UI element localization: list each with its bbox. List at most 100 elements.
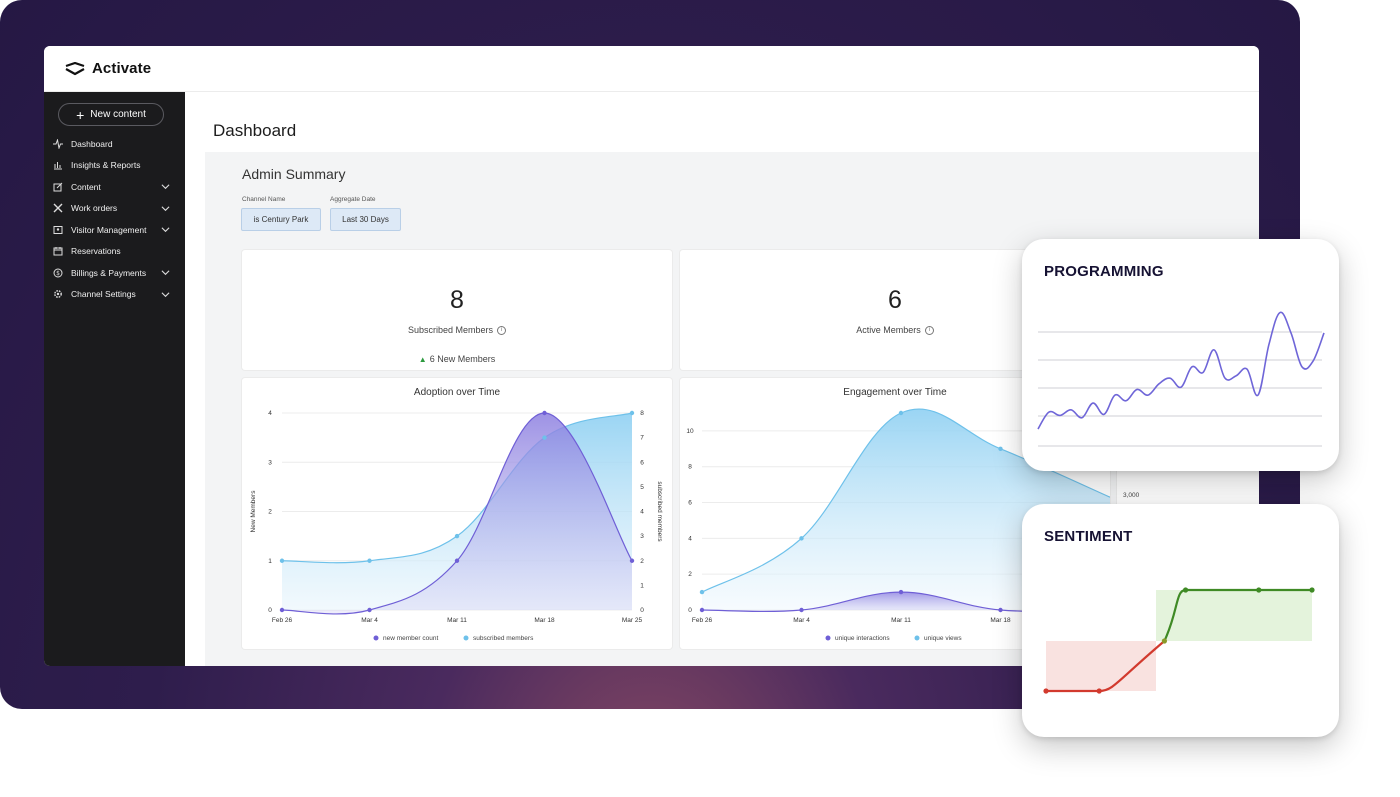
sidebar-item-reservations[interactable]: Reservations: [44, 241, 185, 263]
admin-summary-panel: Admin Summary Channel Name Aggregate Dat…: [205, 152, 1259, 666]
sidebar: + New content Dashboard Insights & Report…: [44, 92, 185, 666]
tools-icon: [53, 203, 63, 213]
subscribed-members-card: 8 Subscribed Members i ▲ 6 New Members: [242, 250, 672, 370]
adoption-chart: 0 1 2 3 4 0 1 2 3 4 5 6 7 8 Feb 26 Mar 4 Mar 11 Mar 18 Mar…: [250, 410, 663, 642]
legend-swatch: [373, 635, 379, 641]
legend-label: subscribed members: [473, 635, 534, 642]
unique-interactions-point: [699, 607, 705, 613]
sidebar-item-label: Insights & Reports: [71, 160, 141, 171]
new-content-label: New content: [90, 109, 146, 120]
dollar-icon: $: [53, 268, 63, 278]
chevron-down-icon[interactable]: [161, 182, 170, 191]
x-tick-label: Feb 26: [272, 617, 293, 624]
y-tick-label: 4: [268, 410, 272, 417]
y2-axis-label: subscribed members: [656, 481, 663, 542]
y-tick-label: 1: [268, 558, 272, 565]
info-icon[interactable]: i: [924, 326, 934, 336]
sentiment-point: [1161, 638, 1167, 644]
sidebar-nav: Dashboard Insights & Reports Content Work o…: [44, 133, 185, 305]
chevron-down-icon[interactable]: [161, 225, 170, 234]
programming-line: [1037, 311, 1325, 430]
programming-chart: [1037, 311, 1325, 447]
subscribed-members-point: [279, 558, 285, 563]
channel-name-filter[interactable]: is Century Park: [241, 208, 321, 231]
sidebar-item-label: Reservations: [71, 246, 121, 257]
sidebar-item-insights-reports[interactable]: Insights & Reports: [44, 155, 185, 177]
top-bar: Activate: [44, 46, 1259, 92]
sidebar-item-label: Work orders: [71, 203, 118, 214]
new-content-button[interactable]: + New content: [58, 103, 164, 126]
chevron-down-icon[interactable]: [161, 268, 170, 277]
activate-logo-icon: [65, 61, 85, 75]
sidebar-item-label: Visitor Management: [71, 224, 147, 235]
chart-title: Engagement over Time: [843, 387, 947, 398]
sidebar-item-billings-payments[interactable]: $ Billings & Payments: [44, 262, 185, 284]
arrow-up-icon: ▲: [418, 355, 427, 364]
x-tick-label: Mar 18: [534, 617, 555, 624]
y2-tick-label: 5: [640, 484, 644, 491]
y-tick-label: 10: [686, 428, 694, 435]
new-member-count-point: [367, 607, 372, 613]
programming-card: PROGRAMMING: [1022, 239, 1339, 471]
sidebar-item-content[interactable]: Content: [44, 176, 185, 198]
sentiment-point: [1256, 587, 1262, 593]
app-name: Activate: [92, 60, 152, 77]
y2-tick-label: 8: [640, 410, 644, 417]
y-tick-label: 0: [688, 607, 692, 614]
y-tick-label: 2: [268, 509, 272, 516]
sentiment-card: SENTIMENT: [1022, 504, 1339, 737]
y-tick-label: 3: [268, 459, 272, 466]
activity-icon: [53, 138, 63, 149]
legend-label: unique interactions: [835, 635, 890, 642]
active-members-text: Active Members: [856, 325, 921, 335]
chevron-down-icon[interactable]: [161, 290, 170, 299]
y2-tick-label: 3: [640, 533, 644, 540]
sentiment-point: [1183, 587, 1189, 593]
sidebar-item-label: Billings & Payments: [71, 267, 147, 278]
subscribed-members-point: [454, 533, 460, 539]
sidebar-item-channel-settings[interactable]: Channel Settings: [44, 284, 185, 306]
y-tick-label: 2: [688, 571, 692, 578]
positive-region: [1156, 590, 1312, 641]
badge-icon: [53, 225, 63, 234]
sidebar-item-label: Content: [71, 181, 101, 192]
legend-label: new member count: [383, 635, 438, 642]
x-tick-label: Mar 4: [361, 617, 378, 624]
new-member-count-line: [281, 412, 633, 615]
sentiment-point: [1309, 587, 1315, 593]
engagement-chart: 0 2 4 6 8 10 Feb 26 Mar 4 Mar 11 Mar 18 unique int…: [686, 408, 1110, 642]
sidebar-item-visitor-management[interactable]: Visitor Management: [44, 219, 185, 241]
active-members-value: 6: [888, 286, 902, 314]
channel-name-label: Channel Name: [242, 196, 286, 203]
info-icon[interactable]: i: [497, 326, 507, 336]
calendar-icon: [53, 247, 63, 256]
new-member-count-area: [282, 413, 632, 614]
unique-interactions-point: [799, 607, 804, 613]
page-title: Dashboard: [213, 121, 297, 140]
sentiment-chart: [1043, 587, 1315, 694]
aggregate-date-filter[interactable]: Last 30 Days: [330, 208, 401, 231]
subscribed-members-point: [367, 558, 372, 563]
unique-interactions-point: [998, 607, 1003, 613]
y-tick-label: 0: [268, 607, 272, 614]
x-tick-label: Mar 18: [990, 617, 1011, 624]
y-tick-label: 4: [688, 535, 692, 542]
legend-swatch: [825, 635, 831, 641]
x-tick-label: Mar 11: [891, 617, 911, 624]
unique-interactions-area: [702, 592, 1110, 612]
admin-summary-title: Admin Summary: [242, 166, 346, 182]
subscribed-members-point: [542, 435, 547, 440]
subscribed-members-point: [629, 410, 635, 416]
unique-views-point: [699, 589, 705, 595]
sidebar-item-work-orders[interactable]: Work orders: [44, 198, 185, 220]
y-tick-label: 8: [688, 464, 692, 471]
sidebar-item-dashboard[interactable]: Dashboard: [44, 133, 185, 155]
sidebar-item-label: Channel Settings: [71, 289, 136, 300]
y2-tick-label: 0: [640, 607, 644, 614]
unique-views-area: [702, 408, 1110, 610]
unique-views-point: [998, 446, 1003, 452]
adoption-chart-card: Adoption over Time 0 1 2 3 4 0 1 2 3 4 5 6 7 8 Feb 26 M…: [242, 378, 672, 649]
new-member-count-point: [542, 410, 547, 416]
x-tick-label: Feb 26: [692, 617, 713, 624]
chevron-down-icon[interactable]: [161, 204, 170, 213]
